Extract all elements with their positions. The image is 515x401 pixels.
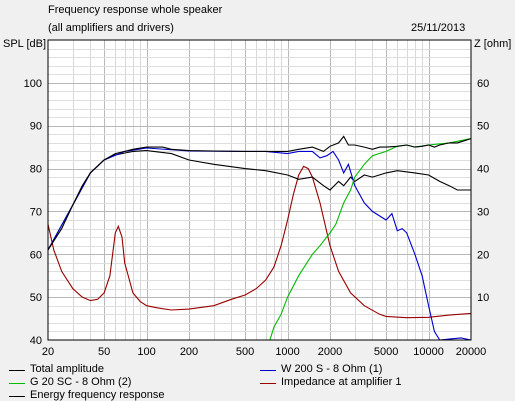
- y-right-tick-label: 40: [477, 164, 489, 176]
- y-left-tick-label: 50: [30, 292, 42, 304]
- y-left-tick-label: 80: [30, 164, 42, 176]
- legend-swatch-total-amplitude: [9, 370, 25, 371]
- y-right-tick-label: 20: [477, 249, 489, 261]
- x-tick-label: 10000: [413, 346, 444, 358]
- chart-subtitle: (all amplifiers and drivers): [48, 22, 174, 34]
- y-left-tick-label: 90: [30, 121, 42, 133]
- chart-ticks: 20 50 100 200 500 1000 2000 5000 10000 20000 40 50 6…: [24, 78, 490, 358]
- legend-label-energy: Energy frequency response: [30, 389, 165, 401]
- legend-swatch-g20sc: [9, 383, 25, 384]
- y-right-tick-label: 60: [477, 78, 489, 90]
- legend-swatch-energy: [9, 396, 25, 397]
- series-line-total-amplitude: [48, 135, 471, 251]
- legend-swatch-impedance: [260, 383, 276, 384]
- x-tick-label: 1000: [275, 346, 299, 358]
- y-axis-right-label: Z [ohm]: [474, 38, 512, 50]
- y-axis-left-label: SPL [dB]: [3, 38, 47, 50]
- x-tick-label: 500: [236, 346, 254, 358]
- legend-label-total-amplitude: Total amplitude: [30, 363, 104, 375]
- legend-label-g20sc: G 20 SC - 8 Ohm (2): [30, 376, 132, 388]
- chart-date: 25/11/2013: [411, 22, 466, 34]
- y-left-tick-label: 60: [30, 249, 42, 261]
- y-right-tick-label: 50: [477, 121, 489, 133]
- y-left-tick-label: 70: [30, 206, 42, 218]
- series-line-w-200-s-8-ohm-1: [48, 147, 471, 340]
- plot-frame: [47, 39, 472, 341]
- chart-series: [48, 135, 471, 340]
- series-line-impedance-at-amplifier-1: [48, 165, 471, 319]
- legend-swatch-w200s: [260, 370, 276, 371]
- series-line-energy-frequency-response: [48, 150, 471, 251]
- x-tick-label: 100: [137, 346, 155, 358]
- x-tick-label: 20: [42, 346, 54, 358]
- y-right-tick-label: 10: [477, 292, 489, 304]
- y-left-tick-label: 100: [24, 78, 42, 90]
- x-tick-label: 2000: [318, 346, 342, 358]
- legend-label-w200s: W 200 S - 8 Ohm (1): [281, 363, 383, 375]
- chart-title: Frequency response whole speaker: [48, 4, 223, 16]
- x-tick-label: 20000: [456, 346, 487, 358]
- x-tick-label: 50: [98, 346, 110, 358]
- y-left-tick-label: 40: [30, 335, 42, 347]
- x-tick-label: 5000: [374, 346, 398, 358]
- x-tick-label: 200: [180, 346, 198, 358]
- y-right-tick-label: 30: [477, 206, 489, 218]
- chart-grid: [48, 40, 471, 340]
- legend-label-impedance: Impedance at amplifier 1: [281, 376, 402, 388]
